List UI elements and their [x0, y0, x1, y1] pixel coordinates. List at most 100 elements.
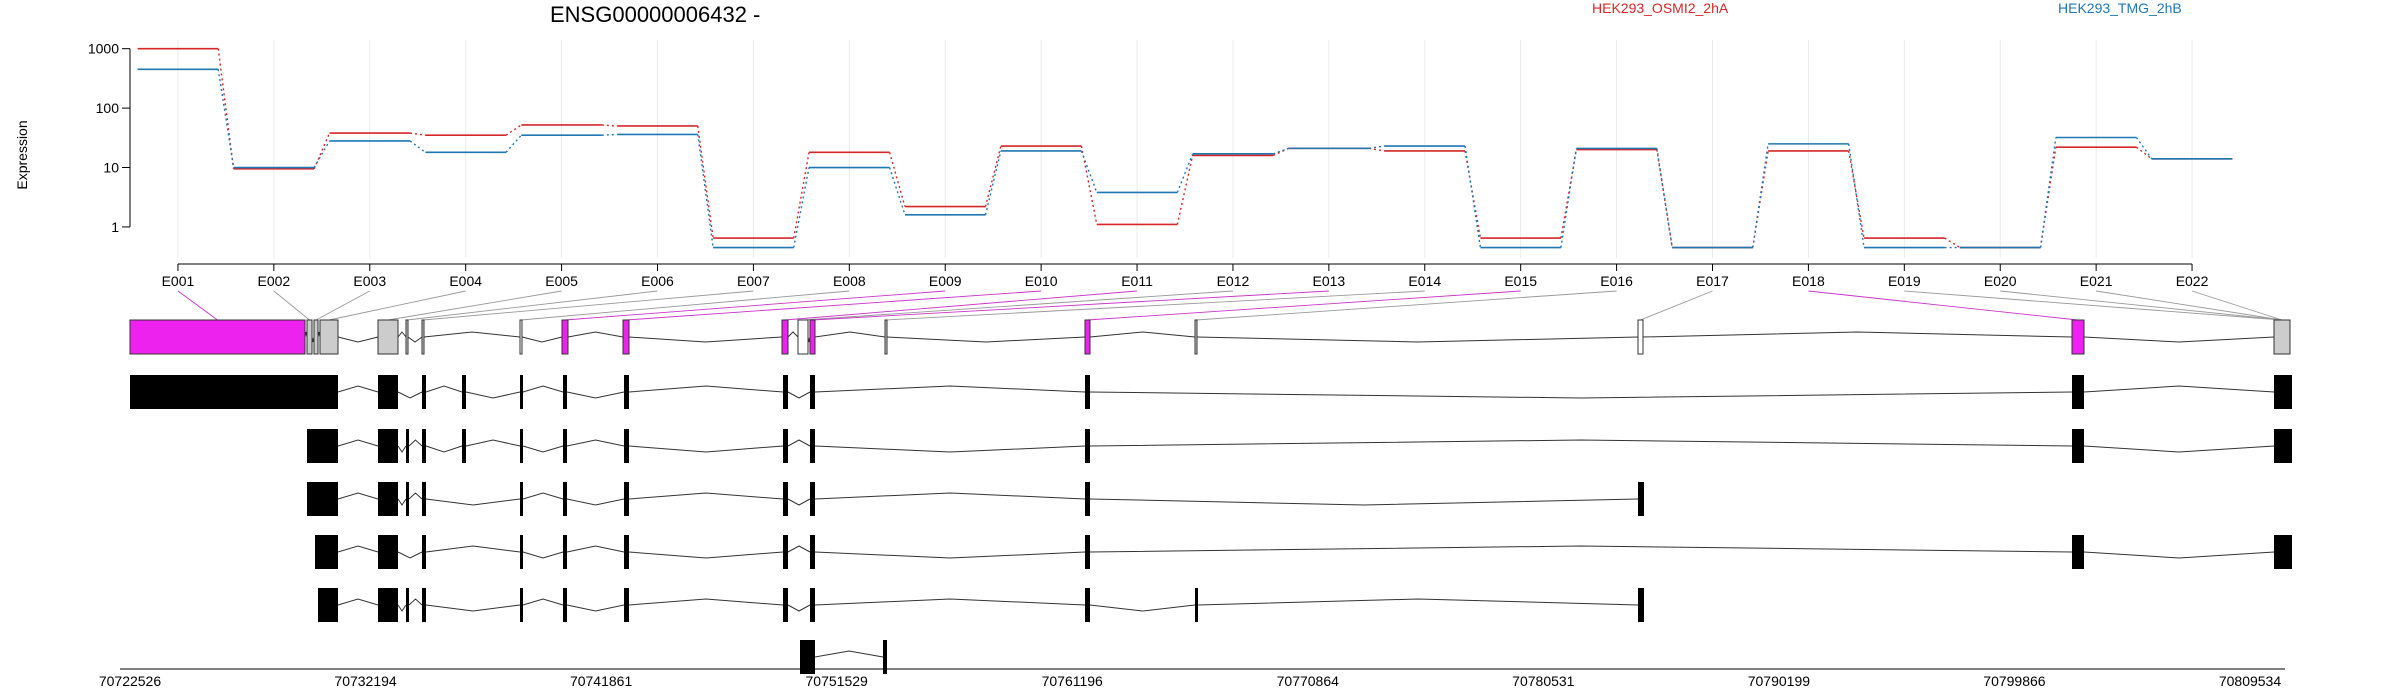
- transcript-2-exon-1: [307, 429, 338, 463]
- series-1-connector-6: [697, 125, 714, 239]
- series-1-connector-14: [1464, 150, 1482, 239]
- gene-model-main-track: [129, 319, 2291, 355]
- transcript-5-exon-4: [422, 588, 426, 622]
- series-2-connector-11: [1176, 153, 1194, 193]
- transcript-4: [315, 535, 2292, 569]
- series-2-connector-1: [217, 69, 235, 168]
- transcript-5-exon-6: [563, 588, 567, 622]
- series-2-connector-15: [1560, 148, 1578, 248]
- transcript-5-exon-3: [406, 588, 409, 622]
- transcript-5-exon-8: [783, 588, 788, 622]
- series-1-connector-1: [217, 48, 235, 169]
- exon-map-line-E003: [315, 290, 370, 321]
- transcript-2-exon-6: [520, 429, 523, 463]
- transcript-3-exon-11: [1638, 482, 1644, 516]
- main-track-exon-12: [797, 319, 809, 355]
- y-tick-label-1000: 1000: [88, 41, 119, 57]
- series-2-connector-8: [888, 167, 906, 216]
- main-track-exon-16: [1194, 319, 1198, 355]
- genomic-tick-label-5: 70761196: [1042, 673, 1103, 689]
- x-tick-label-E004: E004: [449, 273, 482, 289]
- genomic-tick-label-1: 70722526: [99, 673, 162, 689]
- main-track-exon-2: [306, 319, 313, 355]
- main-track-exon-17: [1637, 319, 1644, 355]
- transcript-1: [130, 375, 2292, 409]
- transcript-3-exon-6: [563, 482, 567, 516]
- genomic-tick-label-7: 70780531: [1512, 673, 1575, 689]
- transcript-4-exon-10: [2072, 535, 2084, 569]
- exon-map-line-E009: [564, 290, 946, 321]
- genomic-tick-label-4: 70751529: [806, 673, 869, 689]
- x-tick-label-E010: E010: [1025, 273, 1058, 289]
- transcript-1-exon-5: [520, 375, 523, 409]
- transcript-2-exon-2: [378, 429, 398, 463]
- exon-map-line-E007: [422, 290, 754, 321]
- x-tick-label-E013: E013: [1313, 273, 1346, 289]
- exon-map-line-E011: [784, 290, 1138, 321]
- transcript-6-exon-1: [800, 640, 815, 674]
- transcript-2-exon-5: [462, 429, 466, 463]
- x-tick-label-E005: E005: [545, 273, 578, 289]
- transcript-4-exon-6: [624, 535, 629, 569]
- series-HEK293_OSMI2_2hA: [137, 47, 2233, 249]
- y-tick-label-10: 10: [103, 160, 119, 176]
- transcript-1-exon-9: [810, 375, 815, 409]
- transcript-4-exon-4: [520, 535, 523, 569]
- main-track-exon-15: [1084, 319, 1091, 355]
- x-tick-label-E017: E017: [1696, 273, 1729, 289]
- y-tick-label-100: 100: [96, 100, 120, 116]
- transcript-4-exon-8: [810, 535, 815, 569]
- main-track-exon-19: [2273, 319, 2291, 355]
- genomic-tick-label-9: 70799866: [1983, 673, 2046, 689]
- legend-entry-tmg: HEK293_TMG_2hB: [2058, 0, 2182, 16]
- series-1-connector-17: [1752, 150, 1769, 248]
- series-1-connector-5: [601, 124, 618, 127]
- exon-map-line-E002: [273, 290, 310, 321]
- transcript-2-exon-12: [2072, 429, 2084, 463]
- x-tick-label-E022: E022: [2176, 273, 2209, 289]
- transcript-4-exon-7: [783, 535, 788, 569]
- x-tick-label-E012: E012: [1217, 273, 1250, 289]
- transcript-1-exon-7: [624, 375, 629, 409]
- main-track-exon-1: [129, 319, 306, 355]
- legend-entry-osmi2: HEK293_OSMI2_2hA: [1592, 0, 1729, 16]
- series-1-connector-13: [1369, 147, 1385, 152]
- x-tick-label-E020: E020: [1984, 273, 2017, 289]
- transcript-2-introns: [337, 439, 2275, 453]
- transcript-5-introns: [337, 598, 1639, 612]
- series-2-connector-12: [1273, 147, 1289, 155]
- transcript-6-exon-2: [883, 640, 887, 674]
- exon-map-line-E001: [177, 290, 218, 321]
- series-2-connector-4: [505, 134, 522, 153]
- transcript-6-introns: [814, 650, 884, 658]
- transcript-5-exon-10: [1085, 588, 1090, 622]
- x-tick-label-E014: E014: [1408, 273, 1441, 289]
- transcript-2: [307, 429, 2292, 463]
- transcript-4-exon-5: [563, 535, 567, 569]
- exon-map-line-E019: [1904, 290, 2283, 321]
- transcript-1-exon-4: [462, 375, 466, 409]
- main-track-exon-9: [561, 319, 569, 355]
- genomic-tick-label-3: 70741861: [570, 673, 633, 689]
- series-2-connector-20: [2039, 137, 2057, 248]
- series-1-connector-19: [1944, 237, 1961, 249]
- series-HEK293_TMG_2hB: [137, 68, 2233, 249]
- series-1-connector-4: [505, 124, 522, 136]
- main-track-exon-8: [519, 319, 523, 355]
- series-2-connector-6: [697, 134, 714, 248]
- main-track-exon-18: [2071, 319, 2085, 355]
- transcript-4-exon-3: [422, 535, 426, 569]
- series-1-connector-3: [409, 132, 426, 136]
- x-tick-label-E006: E006: [641, 273, 674, 289]
- transcript-2-exon-8: [624, 429, 629, 463]
- series-2-connector-16: [1656, 148, 1673, 248]
- genomic-tick-label-2: 70732194: [334, 673, 397, 689]
- series-2-connector-14: [1464, 145, 1482, 248]
- main-track-exon-7: [421, 319, 425, 355]
- transcript-5-exon-12: [1638, 588, 1644, 622]
- x-tick-label-E009: E009: [929, 273, 962, 289]
- exon-map-line-E015: [1087, 290, 1521, 321]
- main-track-exon-4: [319, 319, 339, 355]
- transcript-4-exon-9: [1085, 535, 1090, 569]
